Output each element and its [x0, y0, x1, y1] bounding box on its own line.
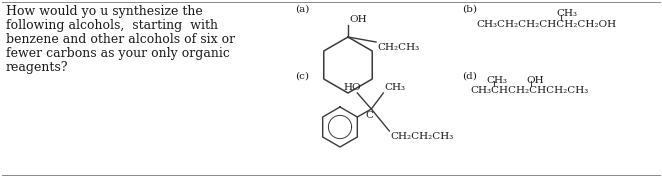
Text: fewer carbons as your only organic: fewer carbons as your only organic [6, 47, 230, 60]
Text: C: C [365, 111, 373, 120]
Text: OH: OH [526, 76, 544, 85]
Text: CH₂CH₃: CH₂CH₃ [377, 43, 419, 52]
Text: following alcohols,  starting  with: following alcohols, starting with [6, 19, 218, 32]
Text: CH₃CHCH₂CHCH₂CH₃: CH₃CHCH₂CHCH₂CH₃ [470, 86, 589, 95]
Text: (c): (c) [295, 72, 309, 81]
Text: CH₃CH₂CH₂CHCH₂CH₂OH: CH₃CH₂CH₂CHCH₂CH₂OH [476, 20, 616, 29]
Text: (d): (d) [462, 72, 477, 81]
Text: OH: OH [349, 15, 367, 24]
Text: CH₂CH₂CH₃: CH₂CH₂CH₃ [391, 132, 453, 141]
Text: CH₃: CH₃ [385, 83, 405, 92]
Text: CH₃: CH₃ [486, 76, 507, 85]
Text: CH₃: CH₃ [556, 9, 577, 18]
Text: (b): (b) [462, 5, 477, 14]
Text: HO: HO [344, 83, 361, 92]
Text: How would yo u synthesize the: How would yo u synthesize the [6, 5, 203, 18]
Text: (a): (a) [295, 5, 309, 14]
Text: reagents?: reagents? [6, 61, 68, 74]
Text: benzene and other alcohols of six or: benzene and other alcohols of six or [6, 33, 235, 46]
